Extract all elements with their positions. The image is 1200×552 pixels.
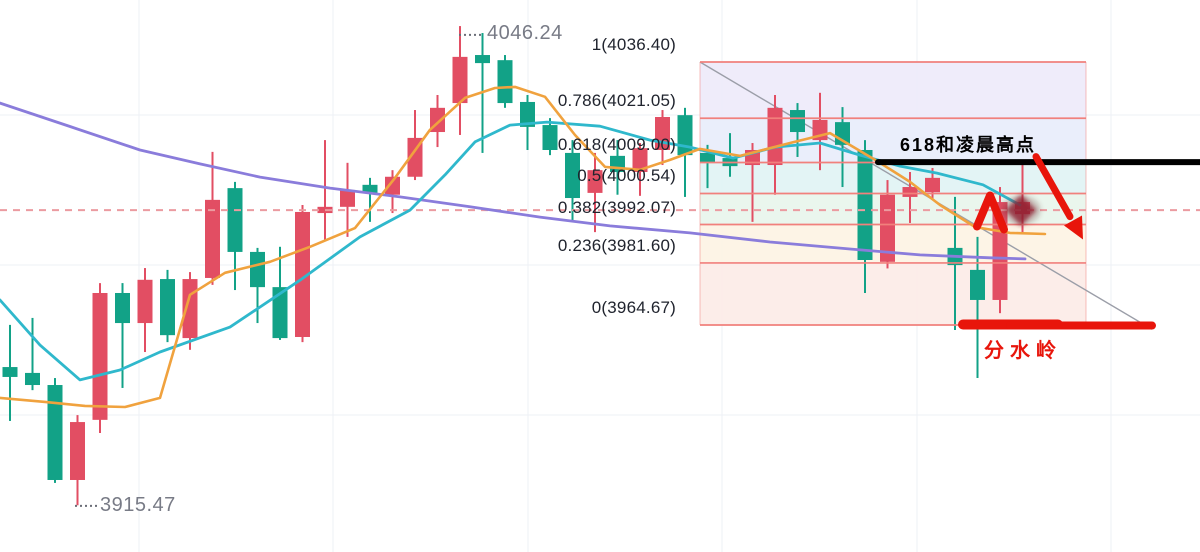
candle-body: [542, 125, 558, 150]
candle-body: [700, 152, 715, 163]
candle-body: [160, 279, 175, 336]
down-arrow-head: [1064, 215, 1083, 240]
candle-body: [227, 188, 243, 252]
candle-body: [970, 269, 985, 300]
ma-mid-cyan[interactable]: [0, 120, 1022, 382]
candle-body: [880, 194, 895, 262]
candle-body: [452, 56, 468, 104]
up-caret-mark[interactable]: [973, 191, 1008, 234]
candle-body: [520, 101, 535, 127]
candle-body: [497, 60, 513, 104]
candle-body: [205, 199, 220, 278]
candle-body: [47, 385, 63, 480]
candle-body: [475, 55, 490, 64]
down-arrow-shaft[interactable]: [1032, 153, 1074, 221]
candle-body: [857, 149, 873, 260]
candle-body: [92, 292, 108, 420]
candle-body: [115, 292, 130, 324]
candle-body: [677, 115, 693, 156]
candle-body: [2, 367, 18, 377]
candle-body: [385, 176, 400, 195]
ma-slow-purple[interactable]: [0, 101, 1027, 261]
candle-body: [565, 152, 580, 199]
candle-body: [272, 287, 288, 339]
candle-body: [655, 116, 670, 150]
candle-body: [340, 189, 355, 207]
candle-body: [902, 187, 918, 197]
candle-body: [407, 137, 423, 177]
candle-body: [767, 107, 783, 166]
candle-body: [362, 184, 378, 193]
candle-body: [632, 148, 648, 172]
candle-body: [790, 110, 805, 133]
candle-body: [295, 211, 310, 337]
candle-body: [70, 422, 85, 480]
candles: [2, 26, 1030, 506]
candle-body: [25, 372, 40, 386]
candle-body: [137, 279, 153, 324]
candle-body: [250, 251, 265, 288]
candle-body: [925, 177, 940, 193]
candle-body: [587, 170, 603, 193]
